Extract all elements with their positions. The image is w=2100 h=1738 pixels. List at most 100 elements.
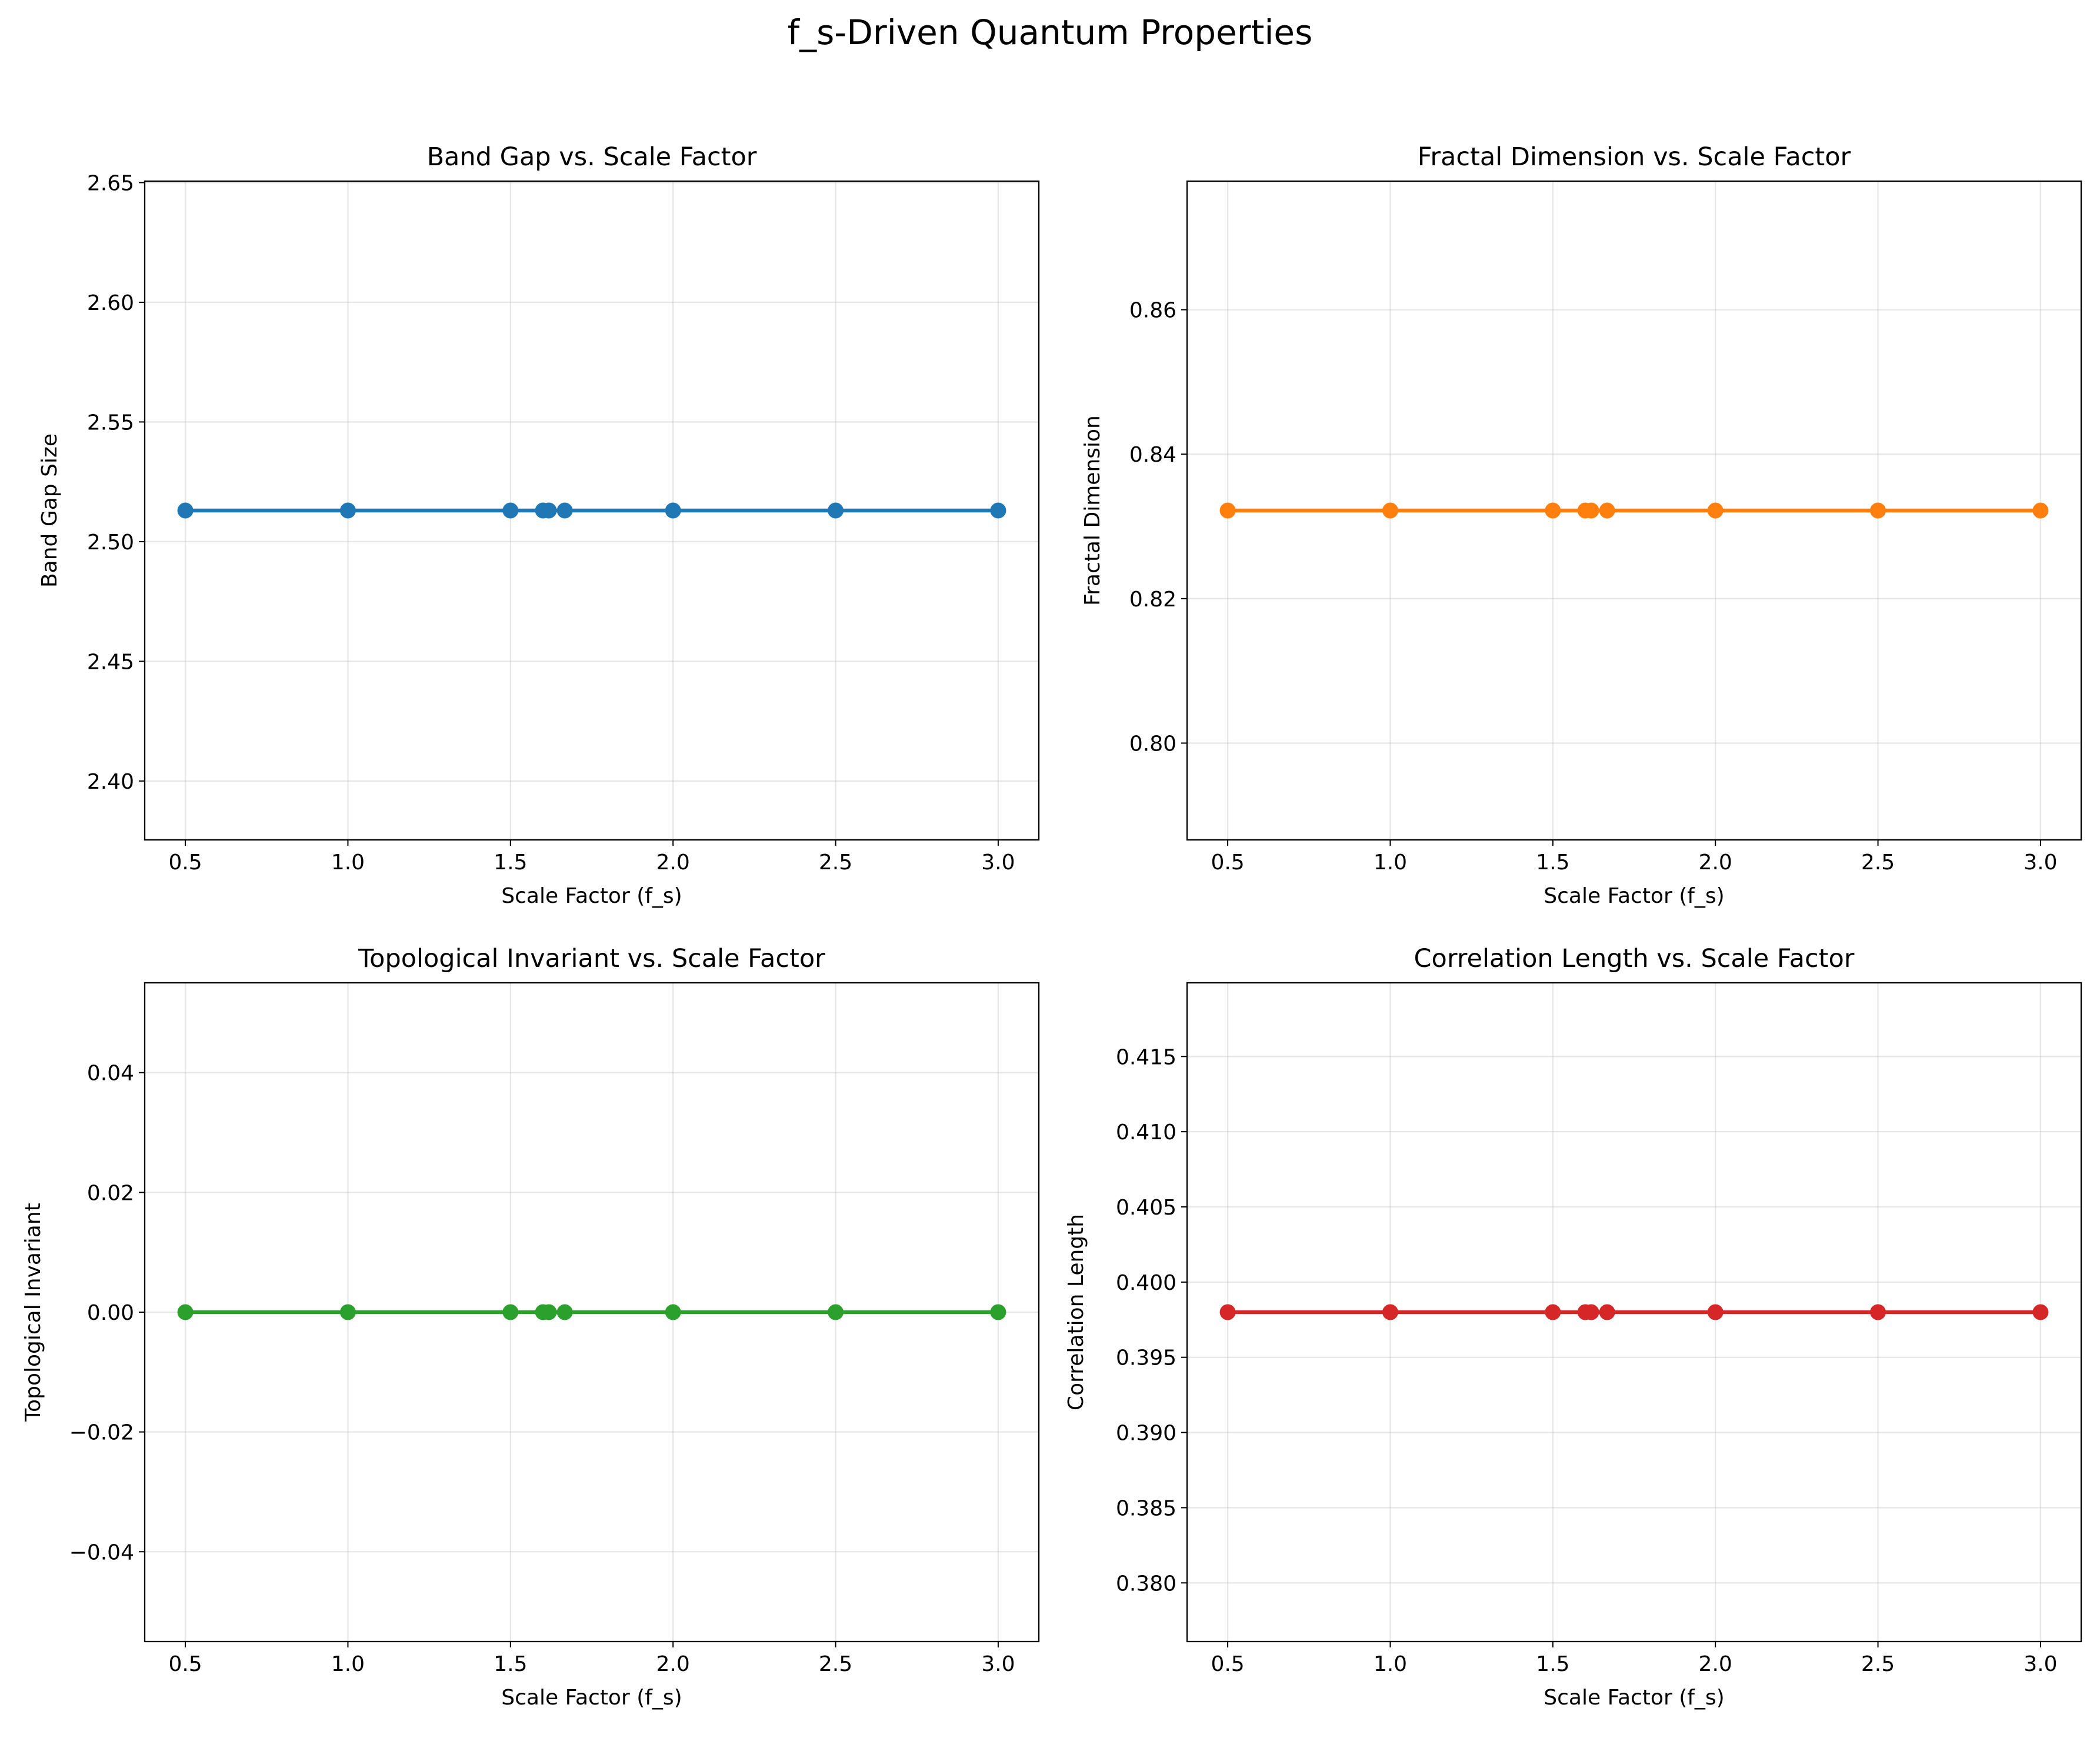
fractal-dimension-data-point — [1707, 502, 1724, 519]
band-gap-x-tick-label: 1.5 — [494, 850, 527, 875]
topological-invariant-data-point — [339, 1304, 356, 1320]
correlation-length-x-tick-label: 1.0 — [1374, 1652, 1407, 1676]
correlation-length-title: Correlation Length vs. Scale Factor — [1414, 944, 1855, 973]
band-gap-x-tick-label: 2.0 — [656, 850, 690, 875]
fractal-dimension-y-tick-label: 0.84 — [1129, 443, 1176, 467]
correlation-length-y-tick-label: 0.390 — [1116, 1422, 1176, 1446]
correlation-length-y-tick-label: 0.400 — [1116, 1271, 1176, 1295]
correlation-length-x-tick-label: 1.5 — [1536, 1652, 1569, 1676]
band-gap-y-label: Band Gap Size — [38, 433, 62, 588]
fractal-dimension-x-label: Scale Factor (f_s) — [1544, 884, 1724, 908]
correlation-length-x-axis: 0.5 1.0 1.5 2.0 2.5 3.0 — [1211, 1642, 2058, 1676]
topological-invariant-x-tick-label: 2.5 — [819, 1652, 852, 1676]
band-gap-title: Band Gap vs. Scale Factor — [427, 142, 757, 172]
correlation-length-x-tick-label: 0.5 — [1211, 1652, 1244, 1676]
fractal-dimension-data-point — [1583, 502, 1599, 519]
topological-invariant-axes-frame — [144, 982, 1040, 1643]
topological-invariant-data-point — [556, 1304, 573, 1320]
band-gap-x-tick-label: 1.0 — [331, 850, 365, 875]
correlation-length-y-tick-label: 0.415 — [1116, 1045, 1176, 1069]
fractal-dimension-y-axis: 0.80 0.82 0.84 0.86 — [1129, 299, 1187, 756]
topological-invariant-data-point — [828, 1304, 844, 1320]
correlation-length-data-point — [1219, 1304, 1236, 1320]
band-gap-data-point — [541, 502, 557, 519]
correlation-length-x-tick-label: 2.5 — [1861, 1652, 1895, 1676]
fractal-dimension-x-axis: 0.5 1.0 1.5 2.0 2.5 3.0 — [1211, 840, 2058, 875]
topological-invariant-y-axis: −0.04 −0.02 0.00 0.02 0.04 — [69, 1062, 145, 1564]
band-gap-y-tick-label: 2.65 — [87, 171, 134, 195]
band-gap-y-axis: 2.40 2.45 2.50 2.55 2.60 2.65 — [87, 171, 145, 794]
band-gap-y-tick-label: 2.50 — [87, 531, 134, 555]
correlation-length-grid — [1187, 983, 2081, 1642]
topological-invariant-x-label: Scale Factor (f_s) — [501, 1686, 682, 1710]
fractal-dimension-y-tick-label: 0.82 — [1129, 588, 1176, 612]
correlation-length-x-tick-label: 3.0 — [2024, 1652, 2057, 1676]
band-gap-y-tick-label: 2.45 — [87, 650, 134, 674]
correlation-length-x-label: Scale Factor (f_s) — [1544, 1686, 1724, 1710]
correlation-length-markers — [1219, 1304, 2049, 1320]
fractal-dimension-x-tick-label: 1.0 — [1374, 850, 1407, 875]
topological-invariant-y-tick-label: 0.00 — [87, 1301, 134, 1325]
correlation-length-data-point — [1382, 1304, 1398, 1320]
topological-invariant-data-point — [177, 1304, 194, 1320]
topological-invariant-data-point — [990, 1304, 1006, 1320]
topological-invariant-x-tick-label: 3.0 — [981, 1652, 1015, 1676]
topological-invariant-y-tick-label: 0.04 — [87, 1062, 134, 1086]
fractal-dimension-x-tick-label: 2.5 — [1861, 850, 1895, 875]
fractal-dimension-data-point — [1545, 502, 1561, 519]
band-gap-data-point — [177, 502, 194, 519]
correlation-length-data-point — [2032, 1304, 2049, 1320]
band-gap-y-tick-label: 2.40 — [87, 770, 134, 794]
topological-invariant-data-point — [502, 1304, 519, 1320]
topological-invariant-x-tick-label: 0.5 — [168, 1652, 202, 1676]
fractal-dimension-data-point — [2032, 502, 2049, 519]
correlation-length-y-label: Correlation Length — [1064, 1214, 1088, 1410]
topological-invariant-y-tick-label: −0.04 — [69, 1540, 134, 1564]
correlation-length-y-tick-label: 0.380 — [1116, 1572, 1176, 1596]
band-gap-markers — [177, 502, 1006, 519]
correlation-length-y-axis: 0.380 0.385 0.390 0.395 0.400 0.405 0.410 0.415 — [1116, 1045, 1187, 1596]
fractal-dimension-data-point — [1219, 502, 1236, 519]
topological-invariant-data-point — [665, 1304, 681, 1320]
correlation-length-y-tick-label: 0.385 — [1116, 1496, 1176, 1520]
correlation-length-data-point — [1870, 1304, 1886, 1320]
band-gap-x-axis: 0.5 1.0 1.5 2.0 2.5 3.0 — [168, 840, 1015, 875]
band-gap-y-tick-label: 2.60 — [87, 291, 134, 315]
topological-invariant-markers — [177, 1304, 1006, 1320]
fractal-dimension-title: Fractal Dimension vs. Scale Factor — [1418, 142, 1851, 172]
topological-invariant-x-tick-label: 1.5 — [494, 1652, 527, 1676]
topological-invariant-y-tick-label: −0.02 — [69, 1421, 134, 1445]
fractal-dimension-axes-frame — [1186, 180, 2082, 841]
band-gap-data-point — [828, 502, 844, 519]
figure-title: f_s-Driven Quantum Properties — [788, 12, 1313, 52]
topological-invariant-data-point — [541, 1304, 557, 1320]
topological-invariant-title: Topological Invariant vs. Scale Factor — [358, 944, 825, 973]
fractal-dimension-x-tick-label: 2.0 — [1699, 850, 1732, 875]
topological-invariant-x-tick-label: 1.0 — [331, 1652, 365, 1676]
subplot-band-gap: 0.5 1.0 1.5 2.0 2.5 3.02.402.452.502.552.602.… — [38, 142, 1040, 908]
subplot-topological-invariant: 0.5 1.0 1.5 2.0 2.5 3.0 −0.04 −0.02 0.00 0.02 0.04… — [21, 944, 1040, 1710]
band-gap-data-point — [665, 502, 681, 519]
fractal-dimension-y-tick-label: 0.86 — [1129, 299, 1176, 323]
band-gap-data-point — [990, 502, 1006, 519]
band-gap-x-tick-label: 2.5 — [819, 850, 852, 875]
correlation-length-data-point — [1599, 1304, 1615, 1320]
topological-invariant-y-tick-label: 0.02 — [87, 1181, 134, 1205]
correlation-length-data-point — [1707, 1304, 1724, 1320]
band-gap-x-tick-label: 0.5 — [168, 850, 202, 875]
band-gap-grid — [145, 181, 1039, 840]
band-gap-x-label: Scale Factor (f_s) — [501, 884, 682, 908]
fractal-dimension-x-tick-label: 0.5 — [1211, 850, 1244, 875]
band-gap-data-point — [502, 502, 519, 519]
correlation-length-y-tick-label: 0.410 — [1116, 1120, 1176, 1145]
correlation-length-axes-frame — [1186, 982, 2082, 1643]
correlation-length-y-tick-label: 0.395 — [1116, 1346, 1176, 1370]
band-gap-data-point — [556, 502, 573, 519]
fractal-dimension-y-label: Fractal Dimension — [1081, 415, 1105, 606]
fractal-dimension-markers — [1219, 502, 2049, 519]
correlation-length-x-tick-label: 2.0 — [1699, 1652, 1732, 1676]
fractal-dimension-y-tick-label: 0.80 — [1129, 732, 1176, 756]
correlation-length-y-tick-label: 0.405 — [1116, 1196, 1176, 1220]
topological-invariant-x-tick-label: 2.0 — [656, 1652, 690, 1676]
